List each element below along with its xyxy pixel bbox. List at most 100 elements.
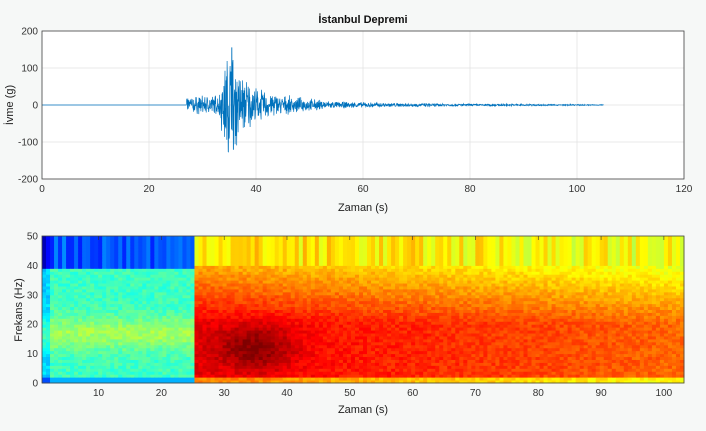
spectrogram-cell: [102, 315, 107, 319]
spectrogram-cell: [270, 347, 276, 352]
spectrogram-cell: [170, 365, 175, 369]
spectrogram-cell: [379, 294, 384, 299]
spectrogram-cell: [379, 253, 384, 258]
spectrogram-cell: [427, 265, 432, 269]
spectrogram-cell: [282, 350, 288, 355]
spectrogram-cell: [262, 297, 268, 302]
spectrogram-cell: [58, 300, 63, 305]
spectrogram-cell: [166, 274, 171, 278]
spectrogram-cell: [122, 312, 127, 316]
spectrogram-cell: [82, 309, 87, 313]
spectrogram-cell: [326, 283, 332, 287]
spectrogram-cell: [407, 291, 412, 296]
spectrogram-cell: [74, 306, 79, 310]
spectrogram-cell: [250, 350, 256, 355]
spectrogram-cell: [411, 309, 416, 313]
spectrogram-cell: [350, 271, 356, 275]
spectrogram-cell: [330, 238, 336, 243]
spectrogram-cell: [415, 256, 420, 261]
spectrogram-cell: [50, 247, 55, 252]
spectrogram-cell: [138, 315, 143, 319]
spectrogram-cell: [50, 312, 55, 316]
spectrogram-cell: [290, 274, 296, 278]
spectrogram-cell: [266, 365, 272, 369]
spectrogram-cell: [126, 268, 131, 272]
spectrogram-cell: [298, 303, 304, 308]
spectrogram-cell: [46, 309, 51, 313]
spectrogram-cell: [415, 253, 420, 258]
spectrogram-cell: [318, 335, 324, 340]
spectrogram-cell: [407, 262, 412, 266]
spectrogram-cell: [298, 321, 304, 325]
spectrogram-cell: [154, 274, 159, 278]
spectrogram-cell: [118, 297, 123, 302]
spectrogram-cell: [126, 285, 131, 290]
spectrogram-cell: [234, 300, 240, 305]
spectrogram-cell: [302, 321, 308, 325]
spectrogram-cell: [210, 309, 216, 313]
spectrogram-cell: [118, 303, 123, 308]
spectrogram-cell: [186, 283, 191, 287]
spectrogram-cell: [330, 359, 336, 363]
spectrogram-cell: [286, 338, 292, 343]
spectrogram-cell: [86, 312, 91, 316]
spectrogram-cell: [134, 280, 139, 284]
spectrogram-cell: [98, 244, 103, 249]
spectrogram-cell: [346, 312, 352, 316]
spectrogram-cell: [395, 250, 400, 255]
spectrogram-cell: [371, 280, 376, 284]
spectrogram-cell: [94, 335, 99, 340]
spectrogram-cell: [110, 247, 115, 252]
spectrogram-cell: [122, 368, 127, 372]
spectrogram-cell: [238, 362, 244, 366]
spectrogram-cell: [334, 244, 340, 249]
spectrogram-cell: [270, 259, 276, 263]
spectrogram-cell: [411, 250, 416, 255]
spectrogram-cell: [106, 380, 111, 384]
spectrogram-cell: [234, 268, 240, 272]
spectrogram-cell: [395, 327, 400, 331]
spectrogram-cell: [230, 300, 236, 305]
spectrogram-cell: [354, 330, 360, 334]
spectrogram-cell: [154, 303, 159, 308]
spectrogram-cell: [186, 341, 191, 346]
spectrogram-cell: [90, 300, 95, 305]
spectrogram-cell: [399, 368, 404, 372]
spectrogram-cell: [266, 362, 272, 366]
spectrogram-cell: [234, 303, 240, 308]
spectrogram-cell: [379, 300, 384, 305]
spectrogram-cell: [431, 374, 436, 378]
spectrogram-cell: [282, 280, 288, 284]
spectrogram-cell: [126, 374, 131, 378]
spectrogram-cell: [387, 324, 392, 328]
spectrogram-cell: [387, 333, 392, 337]
spectrogram-cell: [94, 330, 99, 334]
spectrogram-cell: [367, 333, 372, 337]
spectrogram-cell: [314, 236, 320, 240]
spectrogram-cell: [210, 236, 216, 240]
spectrogram-cell: [70, 300, 75, 305]
spectrogram-cell: [350, 312, 356, 316]
spectrogram-cell: [354, 238, 360, 243]
spectrogram-cell: [250, 312, 256, 316]
spectrogram-cell: [90, 350, 95, 355]
spectrogram-cell: [206, 285, 212, 290]
spectrogram-cell: [138, 256, 143, 261]
spectrogram-cell: [178, 341, 183, 346]
spectrogram-cell: [78, 362, 83, 366]
spectrogram-cell: [367, 250, 372, 255]
spectrogram-cell: [350, 303, 356, 308]
spectrogram-cell: [298, 274, 304, 278]
spectrogram-cell: [415, 306, 420, 310]
spectrogram-cell: [134, 365, 139, 369]
spectrogram-cell: [146, 380, 151, 384]
spectrogram-cell: [122, 285, 127, 290]
spectrogram-cell: [190, 280, 195, 284]
spectrogram-cell: [214, 247, 220, 252]
spectrogram-cell: [342, 297, 348, 302]
spectrogram-cell: [286, 236, 292, 240]
spectrogram-cell: [54, 371, 59, 375]
spectrogram-cell: [367, 303, 372, 308]
spectrogram-cell: [138, 359, 143, 363]
spectrogram-cell: [58, 259, 63, 263]
